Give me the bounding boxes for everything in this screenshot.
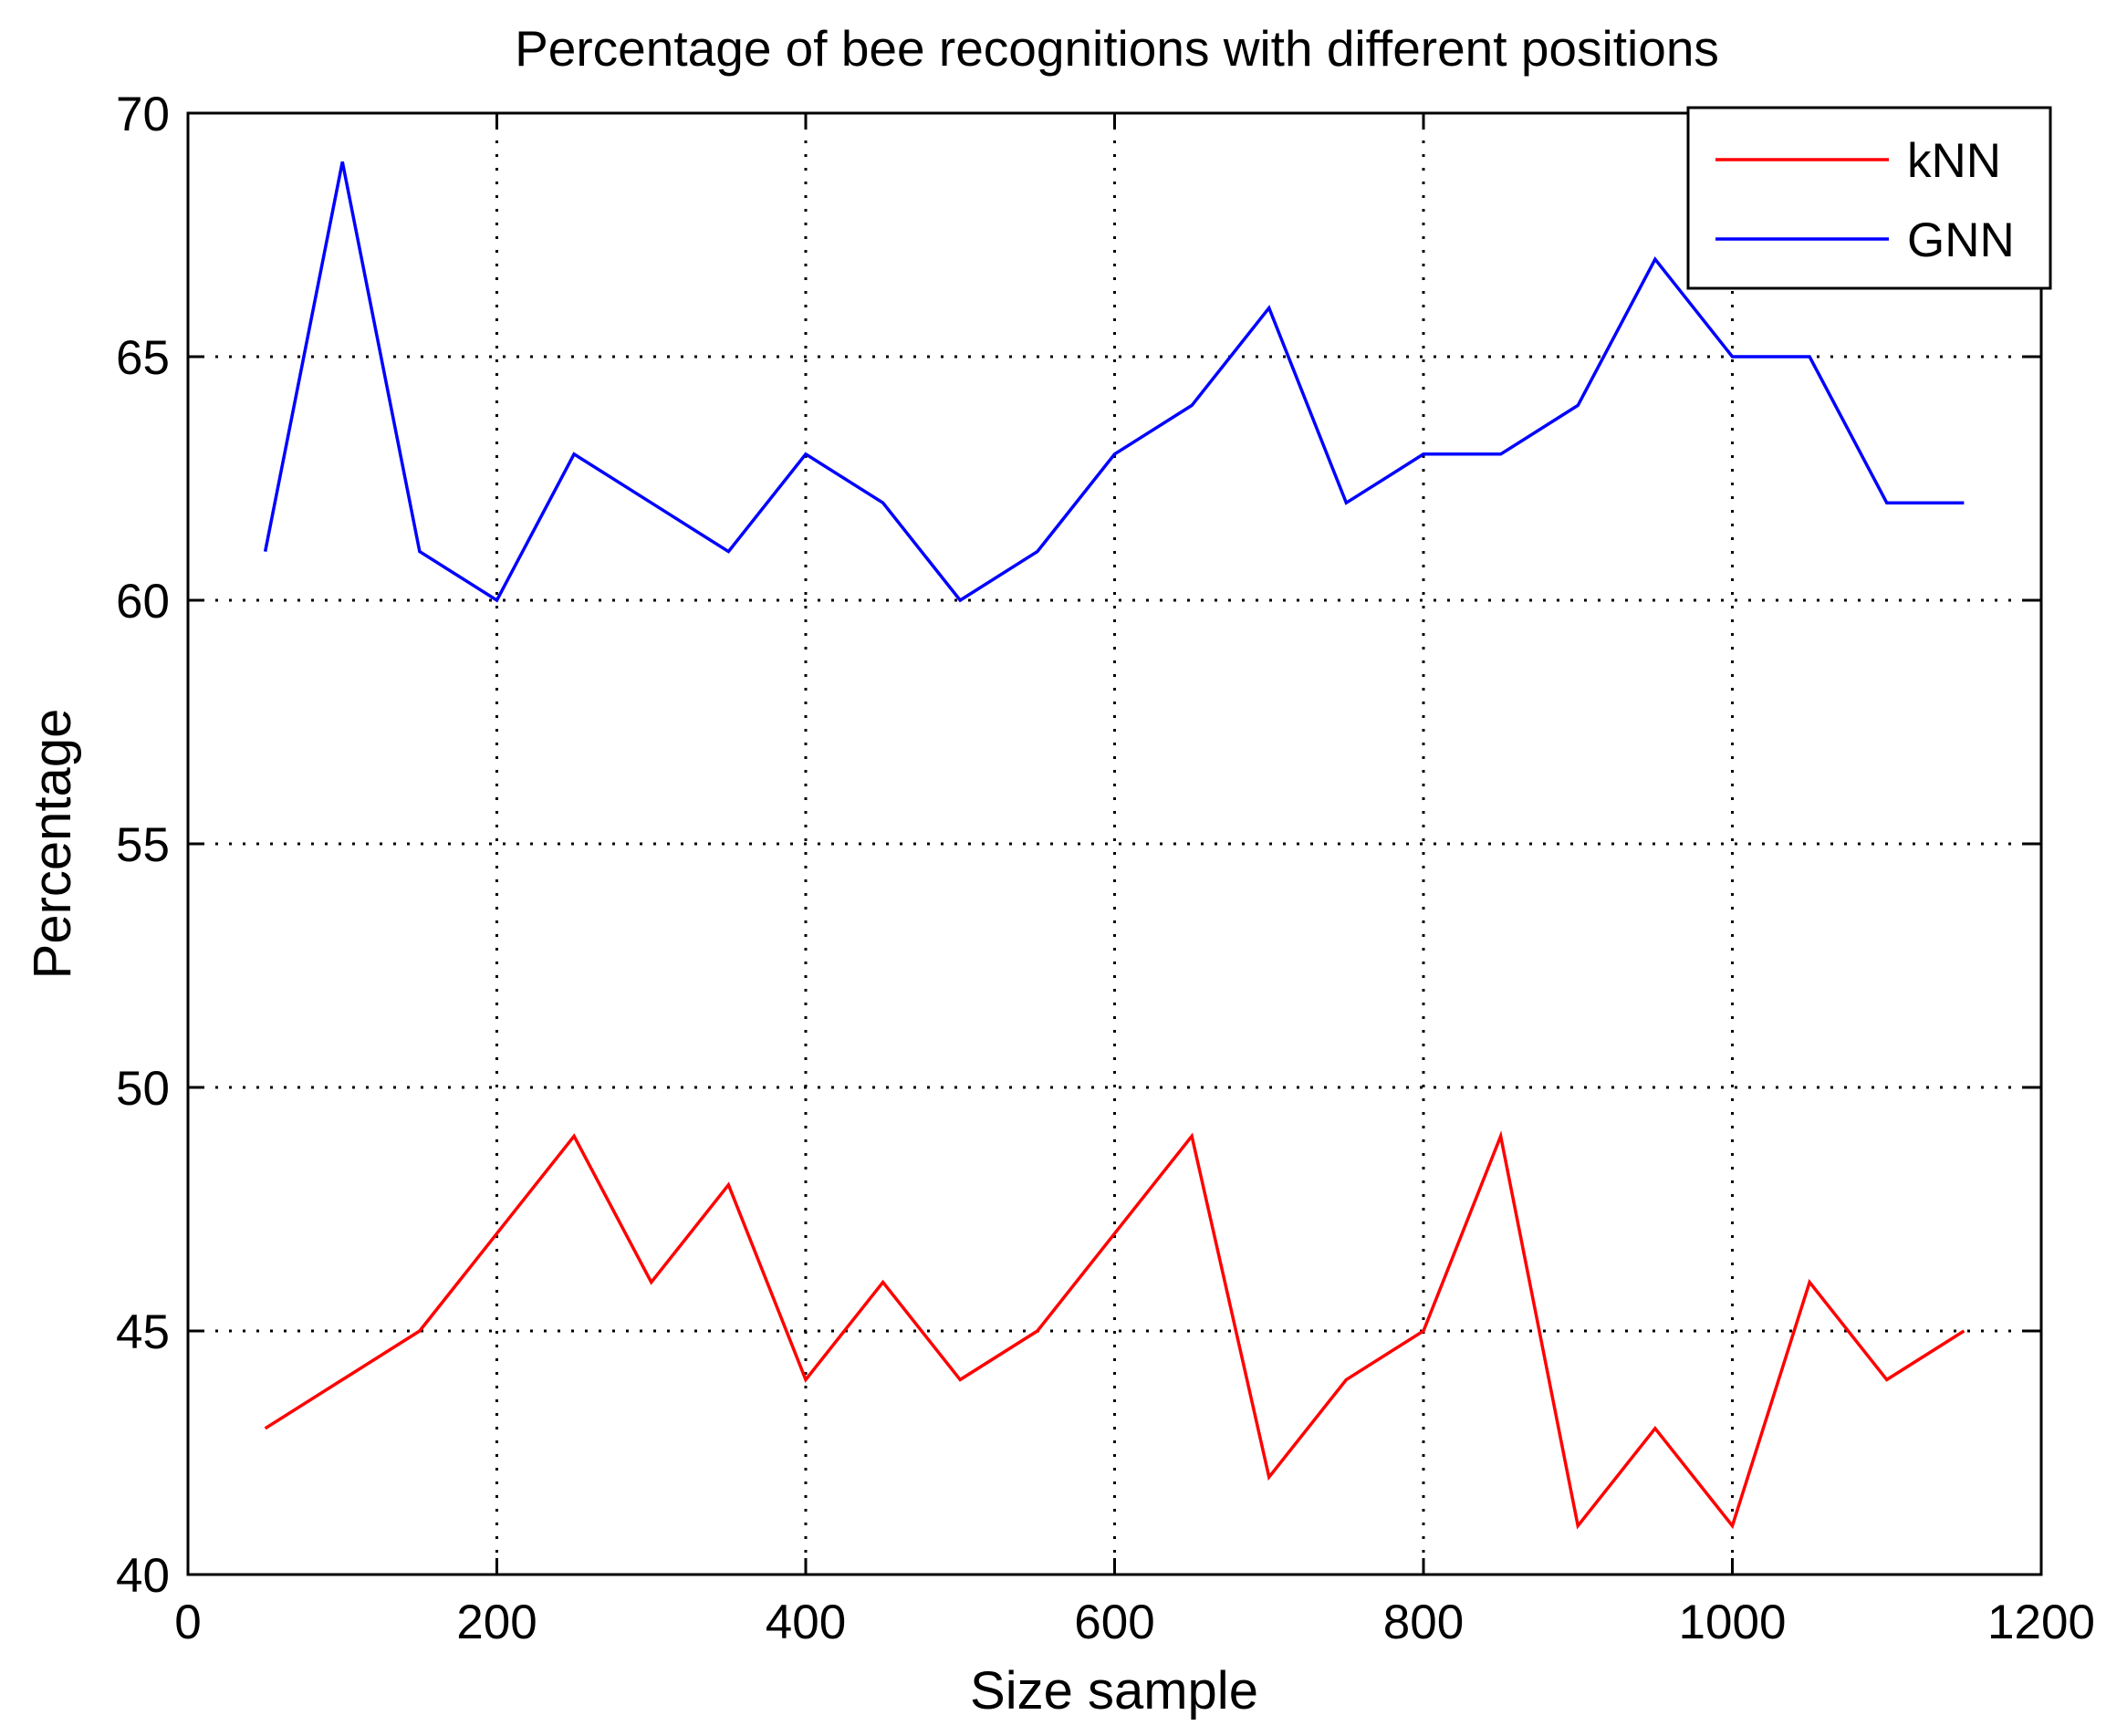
x-tick-label: 0 bbox=[174, 1596, 201, 1649]
series-line-gnn bbox=[263, 161, 1965, 603]
legend-label-gnn: GNN bbox=[1907, 213, 2015, 267]
x-tick-label: 200 bbox=[456, 1596, 537, 1649]
y-tick-label: 65 bbox=[116, 331, 170, 385]
legend-label-knn: kNN bbox=[1907, 134, 2001, 188]
ticks: 0 200 400 600 800 1000 1200 40 45 50 55 60 65 70 bbox=[116, 88, 2095, 1649]
series-line-knn bbox=[264, 1130, 1965, 1530]
y-tick-label: 50 bbox=[116, 1062, 170, 1116]
x-axis-label: Size sample bbox=[970, 1661, 1258, 1720]
y-axis-label: Percentage bbox=[23, 709, 82, 980]
series-lines bbox=[263, 161, 1965, 1530]
x-tick-label: 1000 bbox=[1679, 1596, 1787, 1649]
plot-frame bbox=[186, 111, 2043, 1576]
y-tick-label: 70 bbox=[116, 88, 170, 141]
y-tick-label: 60 bbox=[116, 575, 170, 629]
y-tick-label: 45 bbox=[116, 1305, 170, 1359]
x-tick-label: 400 bbox=[766, 1596, 846, 1649]
legend-box bbox=[1686, 106, 2052, 290]
y-tick-label: 55 bbox=[116, 818, 170, 872]
x-tick-label: 1200 bbox=[1987, 1596, 2095, 1649]
y-tick-label: 40 bbox=[116, 1549, 170, 1603]
chart-title: Percentage of bee recognitions with diff… bbox=[515, 20, 1719, 77]
x-tick-label: 600 bbox=[1074, 1596, 1154, 1649]
legend: kNN GNN bbox=[1686, 106, 2052, 290]
x-tick-label: 800 bbox=[1383, 1596, 1464, 1649]
